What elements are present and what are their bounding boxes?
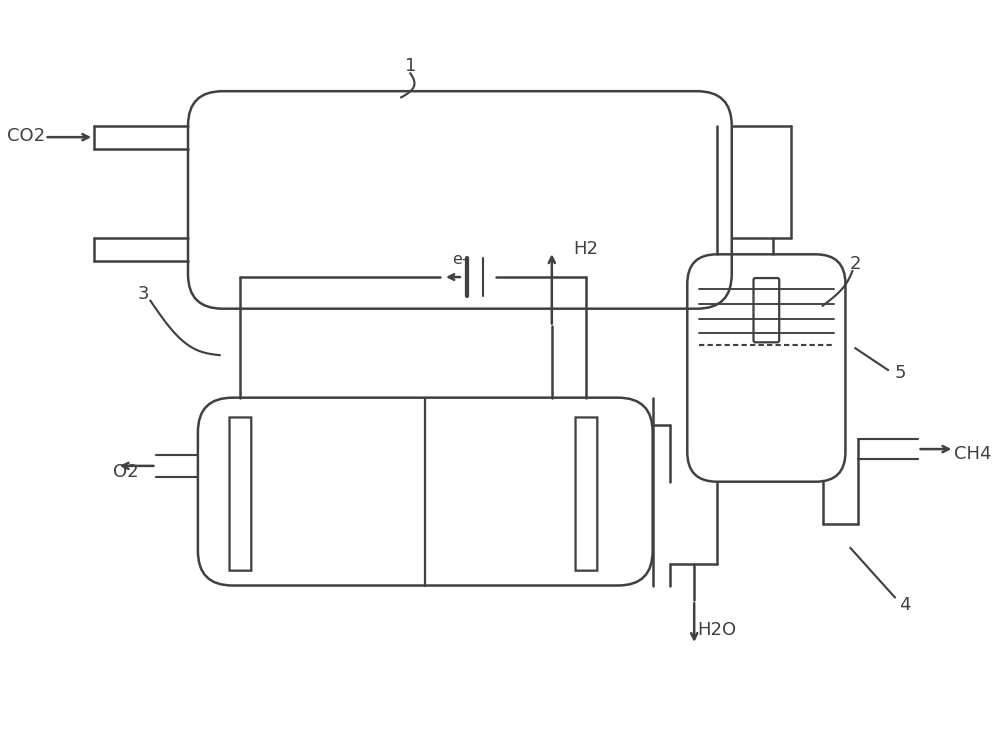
Text: 2: 2 xyxy=(850,255,861,273)
Text: H2: H2 xyxy=(574,241,598,258)
Text: 3: 3 xyxy=(138,285,149,303)
Text: CH4: CH4 xyxy=(955,445,992,463)
FancyBboxPatch shape xyxy=(230,418,252,570)
FancyBboxPatch shape xyxy=(576,418,597,570)
Text: O2: O2 xyxy=(113,463,139,481)
Text: H2O: H2O xyxy=(698,621,736,639)
Text: 1: 1 xyxy=(405,58,416,75)
Text: e-: e- xyxy=(452,252,467,267)
Text: 4: 4 xyxy=(899,596,910,614)
Text: CO2: CO2 xyxy=(6,127,44,145)
FancyBboxPatch shape xyxy=(753,278,779,342)
Text: 5: 5 xyxy=(894,364,905,382)
